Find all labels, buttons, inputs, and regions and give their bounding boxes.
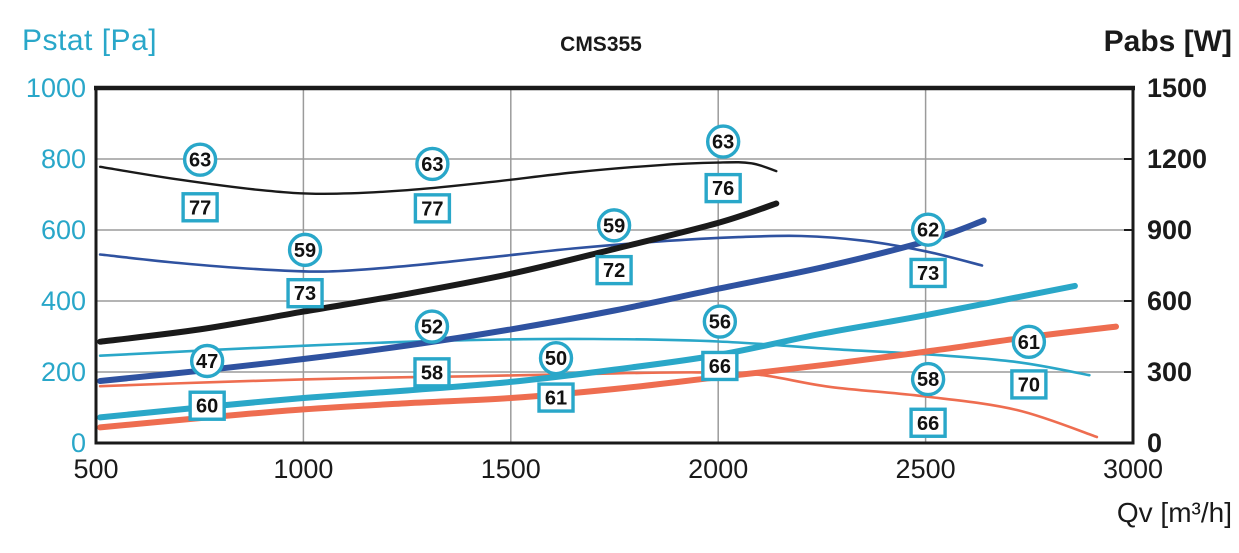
left-axis-tick-label: 600 <box>41 215 86 245</box>
curve-speed4-pabs <box>97 323 1119 431</box>
noise-circle-value: 59 <box>294 240 316 262</box>
x-axis-title: Qv [m³/h] <box>1116 497 1232 528</box>
noise-circle-speed4 <box>910 361 946 397</box>
noise-square-value: 72 <box>603 260 625 282</box>
noise-square-value: 73 <box>917 263 939 285</box>
noise-square-speed4 <box>537 382 575 413</box>
noise-circle-speed2 <box>287 232 323 268</box>
right-axis-tick-label: 600 <box>1147 286 1192 316</box>
noise-circle-value: 62 <box>917 220 939 242</box>
curve-speed1-pstat <box>98 161 778 195</box>
noise-circle-value: 56 <box>709 312 731 334</box>
noise-circle-value: 63 <box>189 150 211 172</box>
right-axis-title: Pabs [W] <box>1103 25 1232 58</box>
noise-square-value: 76 <box>712 178 734 200</box>
noise-square-speed4 <box>909 407 947 438</box>
noise-circle-value: 50 <box>545 348 567 370</box>
noise-square-speed2 <box>286 277 324 309</box>
noise-square-value: 66 <box>917 413 939 435</box>
left-axis-tick-label: 200 <box>41 357 86 387</box>
curve-speed2-pstat <box>98 234 984 273</box>
right-axis-tick-label: 1200 <box>1147 144 1207 174</box>
noise-square-value: 77 <box>189 197 211 219</box>
right-axis-tick-label: 0 <box>1147 428 1162 458</box>
noise-square-speed1 <box>181 192 219 223</box>
noise-square-value: 60 <box>196 396 218 418</box>
x-axis-tick-label: 1500 <box>481 454 541 484</box>
chart-title: CMS355 <box>560 33 642 56</box>
left-axis-tick-label: 800 <box>41 144 86 174</box>
noise-square-value: 70 <box>1018 374 1040 396</box>
noise-circle-speed1 <box>705 124 741 159</box>
noise-square-value: 58 <box>421 362 443 384</box>
noise-square-speed1 <box>413 193 452 224</box>
noise-circle-speed3 <box>702 304 738 339</box>
noise-circle-value: 61 <box>1018 332 1040 354</box>
noise-square-speed2 <box>595 254 633 286</box>
noise-circle-value: 47 <box>196 351 218 373</box>
noise-square-value: 73 <box>294 283 316 305</box>
x-axis-tick-label: 2500 <box>896 454 956 484</box>
x-axis-tick-label: 2000 <box>688 454 748 484</box>
noise-square-value: 61 <box>545 388 567 410</box>
noise-circle-speed1 <box>415 146 450 182</box>
noise-circle-speed3 <box>414 309 450 344</box>
noise-square-speed3 <box>413 357 451 388</box>
right-axis-tick-label: 1500 <box>1147 73 1207 103</box>
noise-square-speed3 <box>188 390 226 421</box>
noise-circle-speed3 <box>189 343 225 379</box>
x-axis-tick-label: 3000 <box>1103 454 1163 484</box>
noise-circle-speed3 <box>1011 324 1047 360</box>
noise-square-value: 77 <box>421 198 443 220</box>
curve-speed3-pabs <box>97 282 1078 421</box>
curve-speed2-pabs <box>97 217 987 384</box>
noise-circle-value: 63 <box>421 154 443 176</box>
curve-speed4-pstat <box>98 371 1099 439</box>
noise-square-speed3 <box>1010 369 1048 400</box>
right-axis-tick-label: 300 <box>1147 357 1192 387</box>
noise-square-speed2 <box>909 257 947 289</box>
right-axis-tick-label: 900 <box>1147 215 1192 245</box>
curve-speed1-pabs <box>97 200 780 345</box>
left-axis-tick-label: 0 <box>71 428 86 458</box>
left-axis-tick-label: 400 <box>41 286 86 316</box>
noise-circle-value: 52 <box>421 317 443 339</box>
noise-circle-value: 58 <box>917 369 939 391</box>
x-axis-tick-label: 500 <box>73 454 118 484</box>
noise-circle-speed1 <box>182 142 218 177</box>
noise-square-speed3 <box>701 350 739 382</box>
noise-circle-value: 63 <box>712 132 734 154</box>
curve-speed3-pstat <box>98 337 1091 377</box>
noise-circle-speed2 <box>596 208 632 243</box>
noise-square-speed1 <box>704 172 742 204</box>
x-axis-tick-label: 1000 <box>273 454 333 484</box>
noise-square-value: 66 <box>709 356 731 378</box>
noise-circle-speed2 <box>910 212 946 247</box>
left-axis-tick-label: 1000 <box>26 73 86 103</box>
noise-circle-value: 59 <box>603 215 625 237</box>
left-axis-title: Pstat [Pa] <box>22 24 158 57</box>
noise-circle-speed4 <box>538 340 574 376</box>
